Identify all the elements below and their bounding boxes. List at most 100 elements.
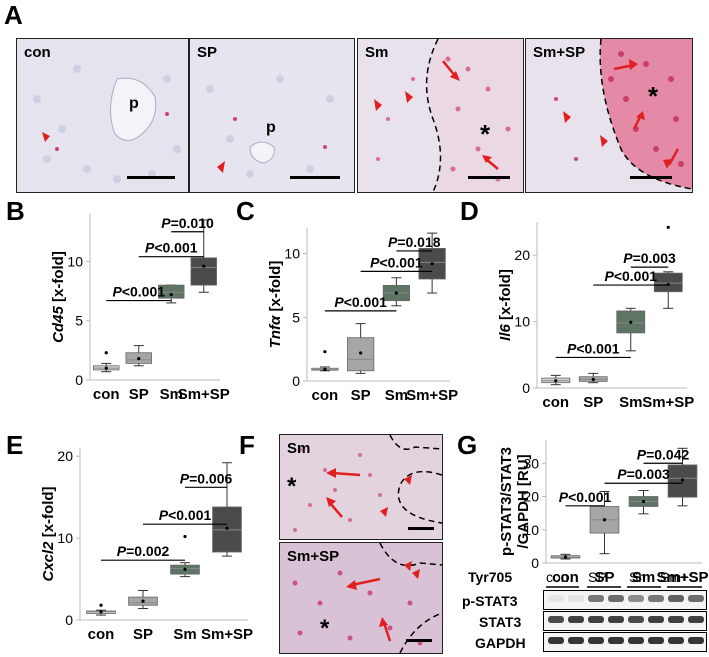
comparison-label-value: =0.002 [126, 543, 169, 559]
comparison-label: P<0.001 [334, 294, 387, 310]
comparison-label-value: <0.001 [379, 254, 422, 270]
comparison-label-p: P [145, 240, 155, 256]
blot-band [608, 616, 624, 623]
y-axis-label: Cd45 [x-fold] [50, 251, 67, 343]
x-tick-label: Sm [385, 387, 408, 404]
x-tick-label: Sm [173, 626, 196, 643]
micrograph-label: Sm [287, 440, 311, 457]
panel-letter-b: B [6, 196, 25, 226]
micrograph-label: Sm+SP [533, 44, 586, 61]
lane-label: SP [588, 569, 607, 585]
comparison-label-p: P [623, 250, 633, 266]
y-axis-label-gene: Il6 [497, 324, 514, 341]
western-blot: Tyr705 con SP Sm Sm+SP p-STAT3 STAT3 GAP… [459, 569, 709, 657]
y-axis-label-gene: Cd45 [50, 305, 67, 342]
comparison-label-value: =0.003 [633, 250, 676, 266]
mean-point [323, 367, 327, 372]
y-axis-label-unit: [x-fold] [50, 251, 67, 306]
y-axis-label: Cxcl2 [x-fold] [40, 486, 57, 581]
comparison-label-p: P [117, 543, 127, 559]
comparison-label-value: <0.001 [168, 507, 211, 523]
blot-band [588, 616, 604, 623]
mean-point [602, 518, 607, 522]
blot-strip-pstat3 [543, 590, 707, 610]
x-tick-label: SP [594, 569, 614, 586]
x-tick-label: con [93, 386, 120, 403]
lane-group-underlines [546, 586, 702, 588]
y-tick-label: 20 [514, 247, 530, 263]
blot-band [648, 637, 664, 644]
comparison-label: P=0.006 [180, 470, 233, 486]
panel-letter-e: E [6, 430, 24, 460]
comparison-label: P<0.001 [112, 284, 165, 300]
blot-strip-stat3 [543, 611, 707, 631]
outlier-point [183, 534, 187, 539]
blot-row-label: p-STAT3 [462, 593, 518, 609]
blot-band [588, 637, 604, 644]
comparison-label: P<0.001 [145, 240, 198, 256]
tissue-con-drawing [17, 39, 188, 192]
micrograph-sm: Sm * [357, 38, 524, 193]
y-tick-label: 5 [75, 313, 83, 329]
comparison-label-p: P [604, 268, 614, 284]
blot-band [568, 595, 584, 602]
blot-strip-gapdh [543, 632, 707, 652]
blot-band [568, 616, 584, 623]
portal-vein-mark: p [266, 119, 276, 136]
x-tick-label: con [312, 387, 339, 404]
mean-point [169, 293, 173, 297]
blot-row-label: STAT3 [479, 614, 522, 630]
mean-point [183, 567, 187, 571]
comparison-label: P=0.002 [117, 543, 170, 559]
blot-band [548, 637, 564, 644]
comparison-label: P<0.001 [559, 489, 612, 505]
x-tick-label: con [88, 626, 115, 643]
x-tick-label: con [542, 394, 569, 411]
micrograph-f-smsp: Sm+SP * [279, 542, 443, 654]
box [190, 257, 217, 286]
comparison-label-p: P [180, 470, 190, 486]
x-tick-label: Sm+SP [406, 387, 458, 404]
granuloma-mark: * [480, 119, 491, 149]
x-tick-label: Sm [160, 386, 183, 403]
blot-band [548, 595, 564, 602]
mean-point [591, 377, 595, 381]
y-tick-label: 0 [531, 555, 539, 571]
mean-point [641, 499, 646, 504]
y-tick-label: 10 [67, 253, 83, 269]
mean-point [563, 555, 568, 559]
comparison-label-p: P [159, 507, 169, 523]
comparison-label: P=0.003 [617, 466, 670, 482]
comparison-label-p: P [161, 215, 171, 231]
x-tick-label: Sm [632, 569, 655, 586]
panel-letter-g: G [457, 430, 478, 460]
comparison-label-p: P [567, 340, 577, 356]
y-axis-label-line: p-STAT3/STAT3 [498, 447, 515, 556]
comparison-label-value: =0.042 [646, 446, 689, 462]
blot-band [648, 595, 664, 602]
comparison-label-value: <0.001 [154, 240, 197, 256]
y-axis-label-unit: [x-fold] [267, 261, 284, 316]
y-tick-label: 10 [523, 522, 539, 538]
tissue-sm-drawing [358, 39, 523, 192]
mean-point [99, 610, 103, 614]
tissue-f-sm-drawing [280, 435, 442, 539]
x-tick-label: Sm+SP [201, 626, 253, 643]
mean-point [202, 264, 206, 268]
micrograph-label: Sm [365, 44, 389, 61]
y-tick-label: 5 [292, 309, 300, 325]
mean-point [680, 478, 685, 482]
comparison-label-p: P [112, 284, 122, 300]
mean-point [394, 291, 398, 295]
comparison-label-value: <0.001 [122, 284, 165, 300]
mean-point [430, 262, 434, 266]
y-axis-label: p-STAT3/STAT3/GAPDH [RU] [498, 447, 532, 556]
outlier-point [323, 350, 327, 354]
y-tick-label: 10 [57, 530, 73, 546]
comparison-label: P<0.001 [159, 507, 212, 523]
comparison-label: P=0.042 [637, 446, 690, 462]
blot-band [668, 595, 684, 602]
